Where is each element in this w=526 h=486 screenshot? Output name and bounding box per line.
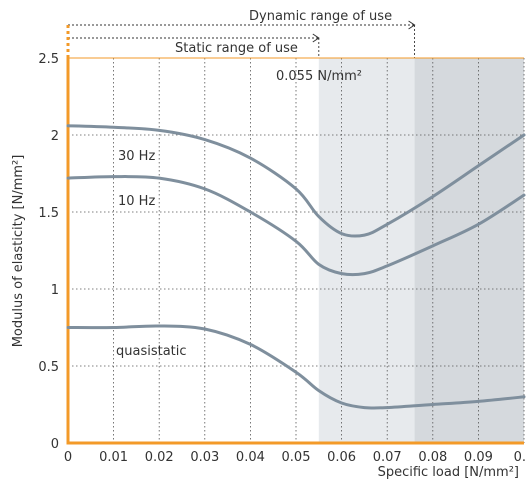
x-tick-label: 0.07 [373,450,402,465]
y-tick-label: 1 [51,283,59,298]
series-label-30hz: 30 Hz [118,149,155,164]
x-tick-label: 0.03 [190,450,219,465]
series-line-quasistatic [66,324,526,410]
x-tick-label: 0.04 [236,450,265,465]
range-band-0 [318,58,415,443]
y-tick-label: 0.5 [38,360,59,375]
range-markers [68,20,416,58]
series-lines [66,124,526,410]
x-tick-label: 0.02 [145,450,174,465]
y-tick-label: 2 [51,129,59,144]
x-tick-label: 0.1 [514,450,526,465]
axes [66,25,524,445]
x-tick-label: 0.08 [418,450,447,465]
x-tick-label: 0.06 [327,450,356,465]
dynamic-range-arrow [408,20,416,30]
dynamic-range-label: Dynamic range of use [249,9,392,24]
range-band-1 [414,58,524,443]
y-tick-label: 2.5 [38,52,59,67]
static-range-label: Static range of use [175,41,298,56]
tick-labels: 0 0.5 1 1.5 2 2.5 0 0.01 0.02 0.03 0.04 0.05 0.06 0.0… [38,52,526,465]
x-tick-label: 0.05 [282,450,311,465]
series-label-10hz: 10 Hz [118,194,155,209]
y-tick-label: 0 [51,437,59,452]
x-axis-label: Specific load [N/mm²] [378,465,519,480]
y-axis-label: Modulus of elasticity [N/mm²] [11,155,26,348]
series-line-30-hz [66,124,526,238]
y-tick-label: 1.5 [38,206,59,221]
series-line-10-hz [66,175,526,277]
static-range-arrow [312,33,320,43]
x-tick-label: 0 [64,450,72,465]
series-label-quasistatic: quasistatic [116,344,187,359]
threshold-label: 0.055 N/mm² [276,69,362,84]
x-tick-label: 0.09 [464,450,493,465]
x-tick-label: 0.01 [99,450,128,465]
